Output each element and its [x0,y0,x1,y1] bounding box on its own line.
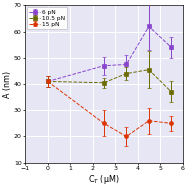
Legend: 6 pN, 10.5 pN, 15 pN: 6 pN, 10.5 pN, 15 pN [27,7,67,29]
Y-axis label: A (nm): A (nm) [3,70,12,98]
X-axis label: C$_T$ (μM): C$_T$ (μM) [88,173,120,186]
